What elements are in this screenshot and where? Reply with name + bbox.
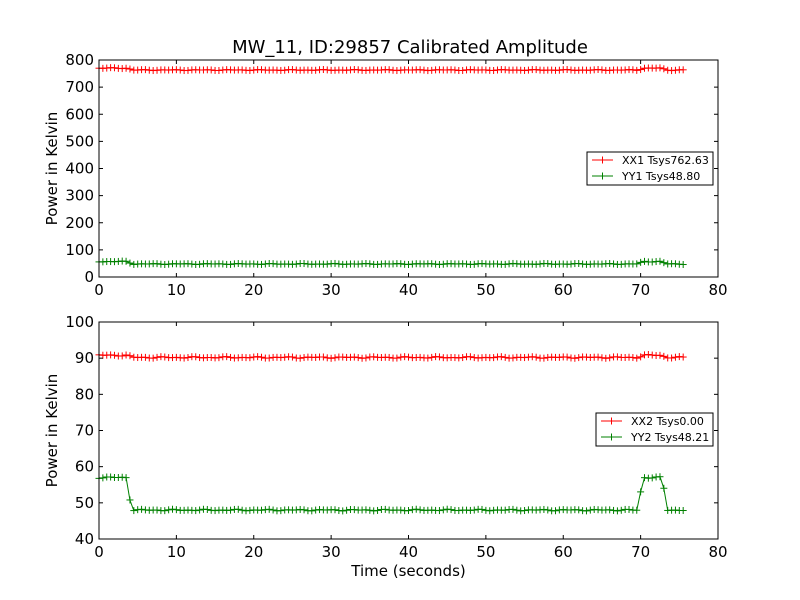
x-tick-label: 10: [167, 543, 186, 561]
y-tick-label: 80: [75, 385, 94, 403]
series-markers-yy1: [95, 257, 687, 269]
series-markers-xx1: [95, 64, 687, 75]
plot-panel-1: 0 10 20 30 40 50 60 70 8001002003004005006007008…: [43, 51, 728, 299]
x-tick-label: 70: [631, 543, 650, 561]
legend-box: [586, 151, 714, 186]
x-tick-label: 0: [94, 543, 104, 561]
legend-entry-label: XX2 Tsys0.00: [631, 415, 704, 428]
y-tick-label: 100: [65, 241, 94, 259]
y-tick-label: 700: [65, 78, 94, 96]
y-tick-label: 0: [84, 268, 94, 286]
y-tick-label: 50: [75, 494, 94, 512]
y-tick-label: 90: [75, 349, 94, 367]
series-line-yy2: [98, 476, 684, 512]
y-tick-label: 200: [65, 214, 94, 232]
x-tick-label: 70: [631, 281, 650, 299]
plot-panel-2: 0 10 20 30 40 50 60 70 80 40 50 60 70 80 90 100 Power in…: [43, 313, 728, 580]
legend-entry-label: XX1 Tsys762.63: [622, 154, 709, 167]
y-tick-label: 60: [75, 458, 94, 476]
x-tick-label: 60: [554, 281, 573, 299]
x-tick-label: 50: [476, 543, 495, 561]
series-markers-xx2: [95, 351, 687, 362]
y-tick-label: 400: [65, 160, 94, 178]
x-tick-label: 30: [322, 543, 341, 561]
y-tick-label: 40: [75, 530, 94, 548]
x-tick-label: 30: [322, 281, 341, 299]
x-tick-label: 80: [708, 281, 727, 299]
y-tick-label: 800: [65, 51, 94, 69]
chart-title: MW_11, ID:29857 Calibrated Amplitude: [232, 37, 588, 58]
y-tick-label: 300: [65, 187, 94, 205]
x-tick-label: 40: [399, 281, 418, 299]
x-tick-label: 0: [94, 281, 104, 299]
legend-entry-label: YY1 Tsys48.80: [621, 170, 700, 183]
series-markers-yy2: [95, 473, 687, 515]
y-tick-label: 100: [65, 313, 94, 331]
x-tick-label: 80: [708, 543, 727, 561]
x-tick-label: 40: [399, 543, 418, 561]
legend: XX1 Tsys762.63 YY1 Tsys48.80: [586, 151, 714, 186]
y-tick-label: 600: [65, 105, 94, 123]
legend: XX2 Tsys0.00 YY2 Tsys48.21: [595, 412, 714, 447]
x-tick-label: 10: [167, 281, 186, 299]
y-tick-label: 500: [65, 132, 94, 150]
legend-entry-label: YY2 Tsys48.21: [630, 431, 709, 444]
x-tick-label: 20: [244, 543, 263, 561]
x-axis-label: Time (seconds): [350, 562, 466, 580]
x-tick-label: 20: [244, 281, 263, 299]
y-axis-label: Power in Kelvin: [43, 112, 61, 226]
x-tick-label: 60: [554, 543, 573, 561]
x-tick-label: 50: [476, 281, 495, 299]
y-axis-label: Power in Kelvin: [43, 374, 61, 488]
y-tick-label: 70: [75, 422, 94, 440]
legend-box: [595, 412, 714, 447]
